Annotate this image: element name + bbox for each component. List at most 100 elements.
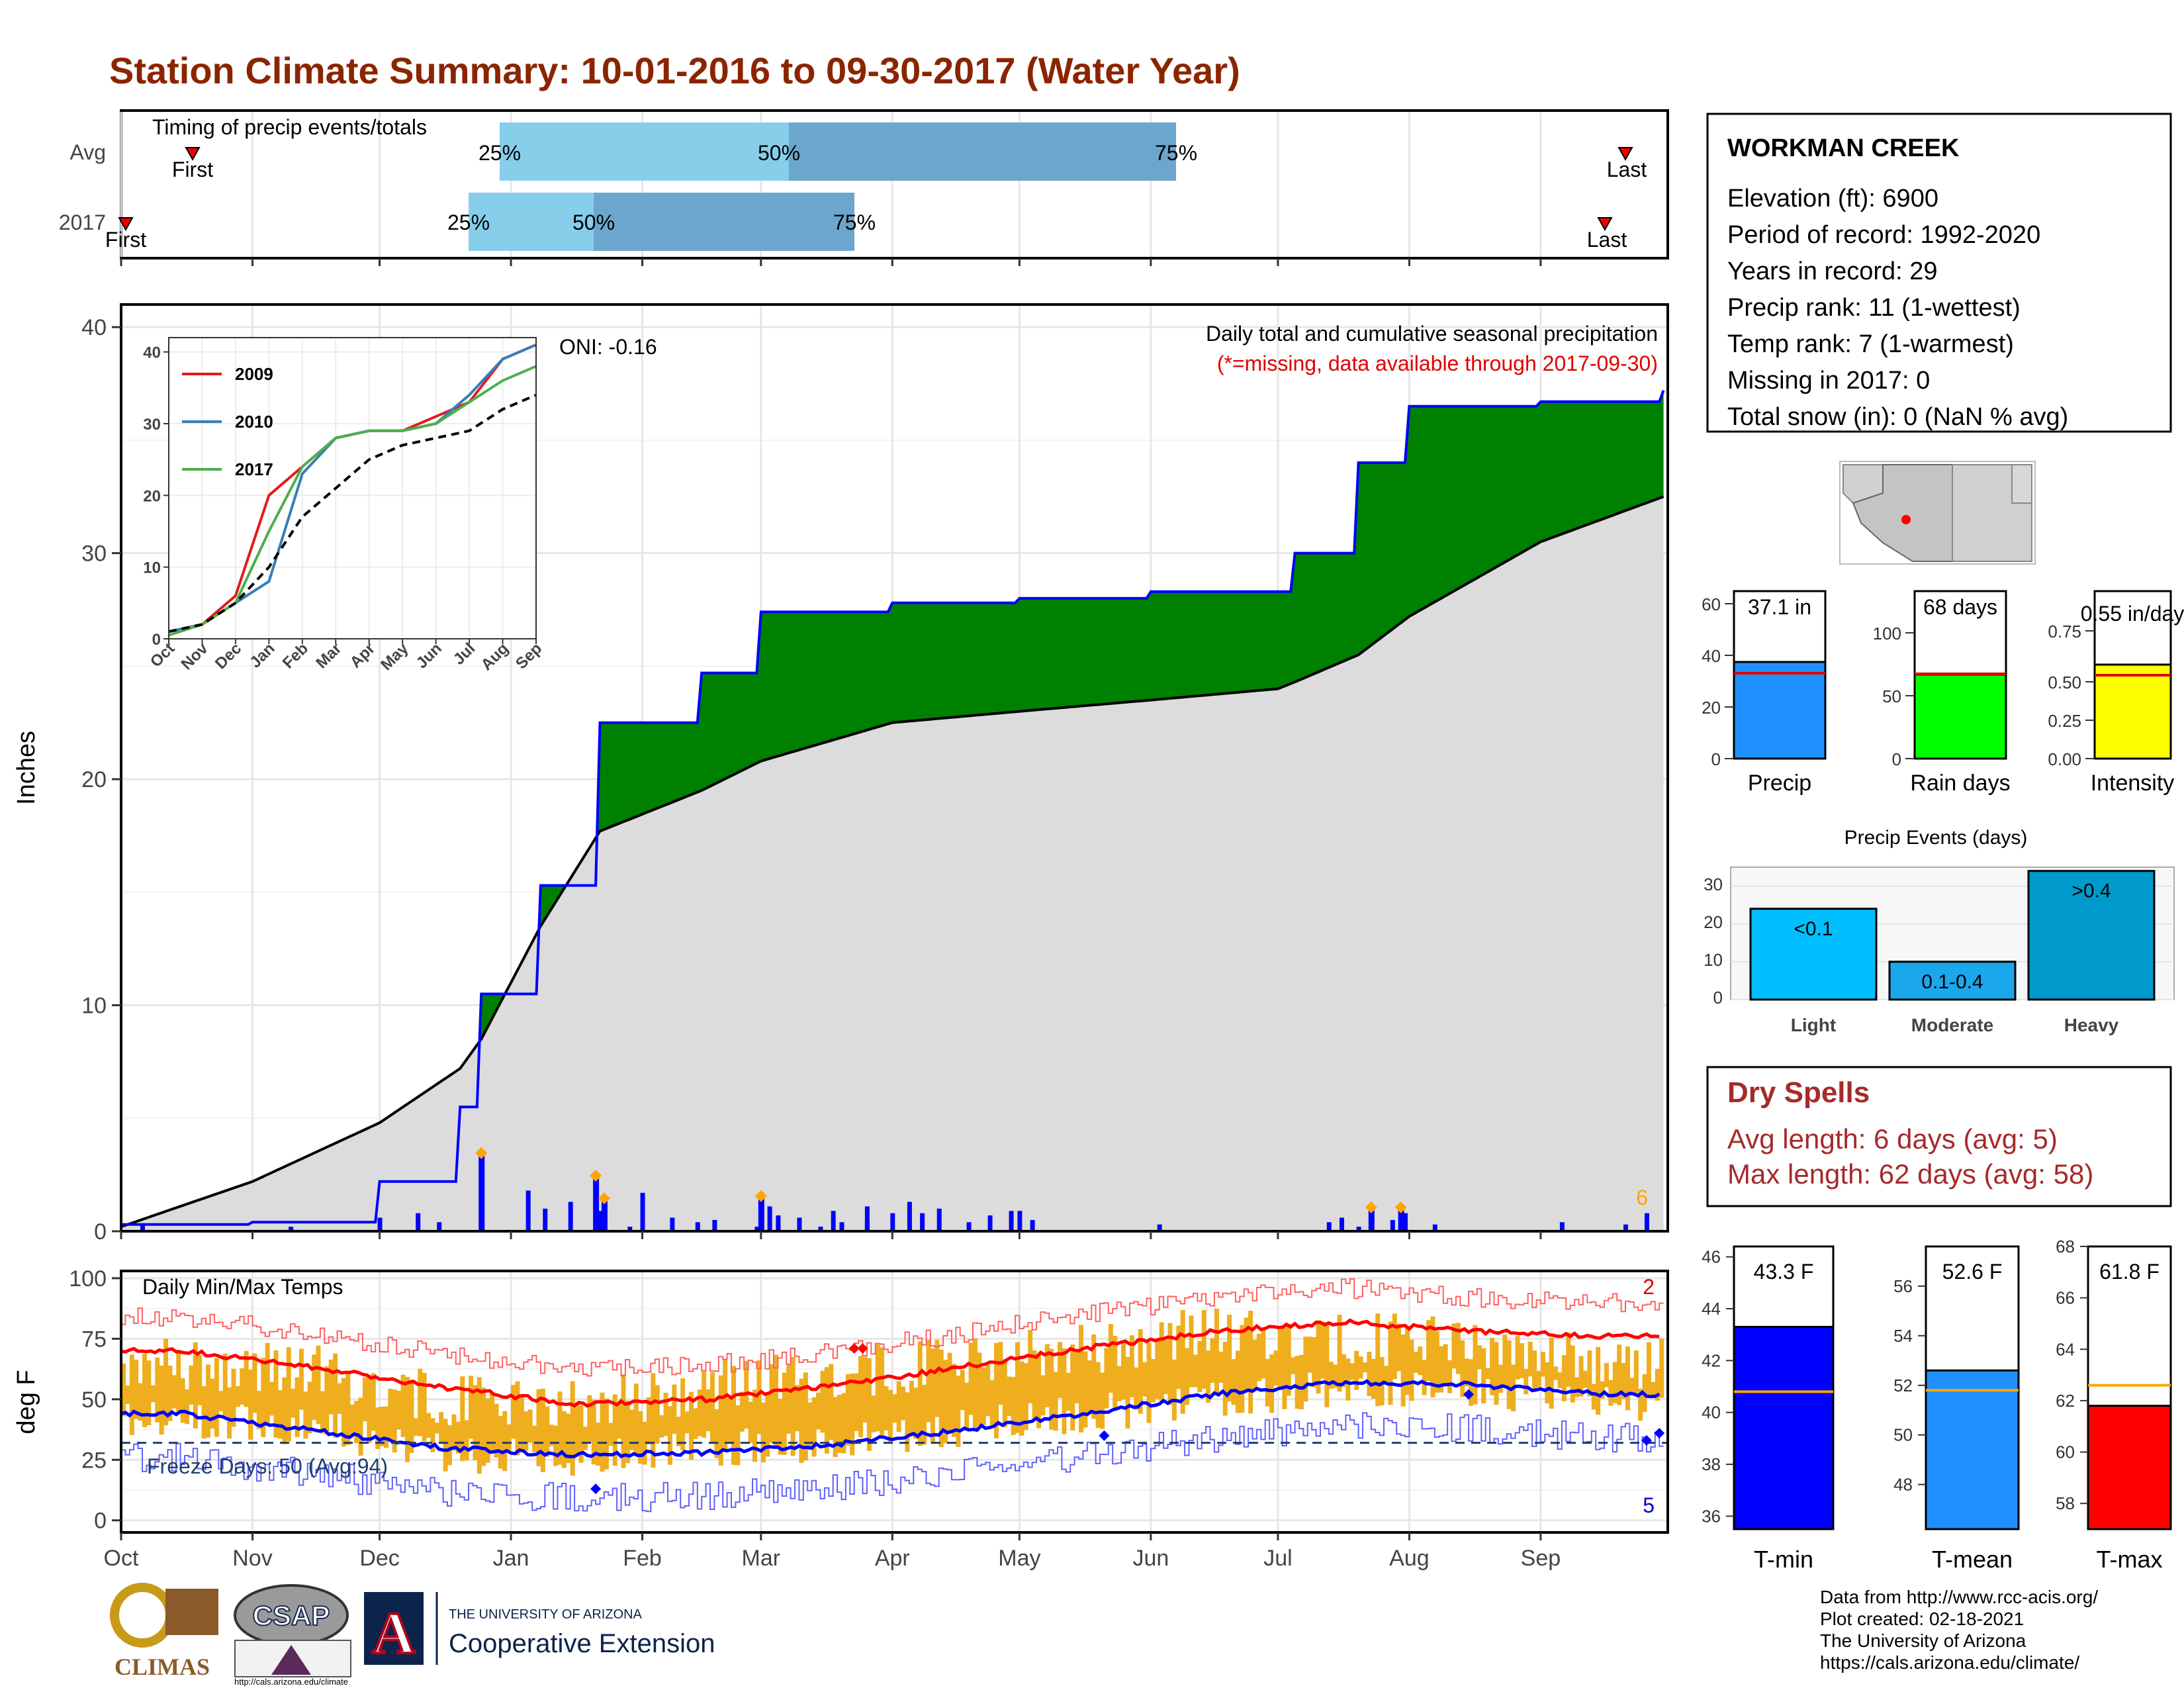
daily-temp-range-bar [769, 1364, 774, 1443]
daily-temp-range-bar [1545, 1362, 1550, 1403]
daily-temp-range-bar [1083, 1351, 1088, 1428]
daily-temp-range-bar [972, 1338, 978, 1431]
daily-precip-bar [568, 1201, 573, 1231]
daily-temp-range-bar [968, 1342, 974, 1415]
credit-data-source: Data from http://www.rcc-acis.org/ [1820, 1587, 2098, 1607]
daily-temp-range-bar [1596, 1346, 1601, 1415]
daily-temp-range-bar [256, 1391, 261, 1429]
daily-temp-range-bar [511, 1385, 516, 1439]
ua-logo-top: THE UNIVERSITY OF ARIZONA [449, 1607, 643, 1622]
daily-temp-range-bar [1252, 1339, 1257, 1389]
daily-temp-range-bar [549, 1425, 554, 1446]
daily-precip-bar [1030, 1219, 1035, 1231]
daily-temp-range-bar [404, 1376, 410, 1462]
temp-y-axis: 0 25 50 75 100 [69, 1266, 121, 1534]
daily-temp-range-bar [1570, 1345, 1575, 1403]
daily-temp-range-bar [1240, 1325, 1245, 1413]
daily-temp-range-bar [138, 1383, 143, 1421]
daily-temp-range-bar [1633, 1350, 1639, 1395]
y-tick-label: 40 [81, 315, 107, 340]
daily-temp-range-bar [1269, 1354, 1275, 1413]
station-info: WORKMAN CREEK Elevation (ft): 6900 Perio… [1706, 113, 2172, 433]
daily-temp-range-bar [1316, 1320, 1321, 1394]
daily-precip-bar [797, 1217, 802, 1231]
daily-temp-range-bar [887, 1389, 893, 1444]
daily-temp-range-bar [659, 1415, 664, 1438]
record-low-count: 5 [1643, 1493, 1655, 1517]
daily-temp-range-bar [629, 1409, 635, 1450]
daily-temp-range-bar [1540, 1352, 1545, 1377]
timing-2017-q2-bar [594, 193, 854, 251]
avg-75-label: 75% [1155, 141, 1197, 165]
daily-temp-range-bar [1578, 1356, 1584, 1397]
daily-temp-range-bar [684, 1411, 690, 1434]
daily-temp-range-bar [727, 1398, 732, 1444]
inset-y-tick-label: 30 [143, 416, 161, 434]
daily-temp-range-bar [596, 1423, 601, 1466]
daily-temp-range-bar [1108, 1324, 1113, 1393]
daily-temp-range-bar [1430, 1316, 1435, 1397]
daily-temp-range-bar [587, 1395, 592, 1442]
daily-temp-range-bar [206, 1364, 211, 1438]
daily-temp-range-bar [1265, 1358, 1270, 1407]
tick-label: 0.75 [2048, 622, 2081, 641]
daily-temp-range-bar [502, 1411, 508, 1472]
intensity-label: Intensity [2091, 771, 2175, 796]
precip-frame [120, 303, 1669, 1233]
dry-spells-frame [1706, 1066, 2172, 1207]
daily-temp-range-bar [1227, 1315, 1232, 1402]
daily-temp-range-bar [1036, 1354, 1041, 1429]
oni-label: ONI: -0.16 [559, 335, 657, 359]
tick-label: 44 [1702, 1299, 1721, 1319]
avg-max-line [120, 1318, 1660, 1408]
daily-temp-range-bar [439, 1412, 444, 1444]
month-tick-label: Jan [493, 1546, 529, 1571]
daily-precip-bar [767, 1206, 772, 1231]
daily-temp-range-bar [252, 1353, 257, 1413]
daily-temp-range-bar [1053, 1372, 1058, 1431]
last-marker-avg [1617, 147, 1633, 162]
daily-temp-range-bar [845, 1374, 850, 1446]
daily-temp-range-bar [320, 1391, 325, 1434]
daily-temp-range-bar [875, 1344, 880, 1432]
daily-precip-bar [543, 1208, 548, 1231]
timing-avg-q2-bar [789, 122, 1176, 181]
intensity-bar [2093, 663, 2172, 760]
daily-temp-range-bar [277, 1390, 283, 1439]
daily-temp-range-bar [1566, 1332, 1571, 1387]
csap-url: http://cals.arizona.edu/climate [234, 1677, 348, 1687]
daily-temp-range-bar [426, 1413, 431, 1438]
daily-temp-range-bar [625, 1400, 630, 1464]
daily-temp-range-bar [977, 1352, 982, 1426]
daily-temp-range-bar [527, 1409, 533, 1443]
daily-precip-bar [1403, 1213, 1408, 1231]
record-low-marker [1099, 1430, 1110, 1441]
daily-temp-range-bar [1286, 1323, 1291, 1396]
daily-precip-bar [839, 1222, 844, 1231]
daily-temp-range-bar [964, 1382, 970, 1430]
daily-temp-range-bar [1582, 1370, 1588, 1388]
daily-temp-range-bar [1295, 1356, 1300, 1409]
tick-label: 46 [1702, 1247, 1721, 1267]
daily-temp-range-bar [298, 1348, 304, 1410]
daily-temp-range-bar [1400, 1334, 1406, 1407]
daily-temp-range-bar [418, 1368, 423, 1436]
tick-label: 0 [1711, 749, 1721, 769]
timing-2017-q1-bar [469, 193, 594, 251]
tick-label: 50 [1882, 686, 1901, 706]
daily-peak-marker [1394, 1201, 1407, 1213]
inset-frame [168, 337, 537, 639]
daily-temp-range-bar [1621, 1363, 1626, 1399]
daily-precip-bar [987, 1215, 993, 1231]
daily-temp-range-bar [663, 1392, 668, 1436]
daily-temp-range-bar [1527, 1341, 1533, 1377]
last-marker-2017 [1597, 217, 1613, 232]
daily-temp-range-bar [545, 1406, 550, 1457]
daily-temp-range-bar [960, 1370, 965, 1411]
station-period: Period of record: 1992-2020 [1727, 221, 2040, 249]
daily-temp-range-bar [1460, 1340, 1465, 1397]
daily-temp-range-bar [396, 1390, 402, 1430]
timing-panel: Timing of precip events/totals Avg 2017 … [59, 109, 1669, 266]
daily-temp-range-bar [485, 1398, 490, 1463]
intensity-axis: 0.00 0.25 0.50 0.75 [2048, 622, 2095, 769]
